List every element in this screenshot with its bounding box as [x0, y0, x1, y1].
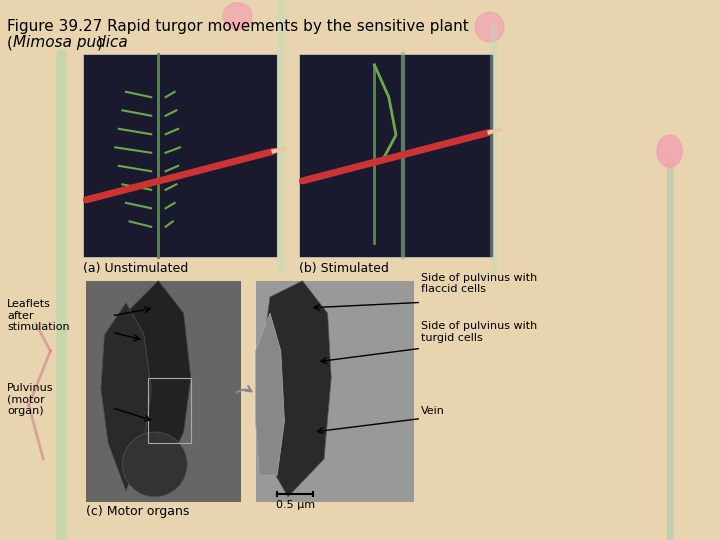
Ellipse shape: [657, 135, 683, 167]
Text: Side of pulvinus with
flaccid cells: Side of pulvinus with flaccid cells: [421, 273, 537, 294]
Text: (b) Stimulated: (b) Stimulated: [299, 262, 389, 275]
Text: (: (: [7, 35, 13, 50]
Text: Leaflets
after
stimulation: Leaflets after stimulation: [7, 299, 70, 333]
Ellipse shape: [122, 432, 187, 497]
Bar: [148, 378, 191, 443]
Ellipse shape: [475, 12, 504, 42]
Polygon shape: [256, 313, 284, 475]
Bar: [86, 281, 241, 502]
Bar: [256, 281, 414, 502]
Text: ): ): [97, 35, 103, 50]
Polygon shape: [101, 302, 151, 491]
Text: (c) Motor organs: (c) Motor organs: [86, 505, 190, 518]
Text: Mimosa pudica: Mimosa pudica: [13, 35, 127, 50]
Text: 0.5 μm: 0.5 μm: [276, 500, 315, 510]
Polygon shape: [259, 281, 331, 497]
Text: (a) Unstimulated: (a) Unstimulated: [83, 262, 188, 275]
Ellipse shape: [223, 3, 252, 30]
Text: Figure 39.27 Rapid turgor movements by the sensitive plant: Figure 39.27 Rapid turgor movements by t…: [7, 19, 469, 34]
Text: Side of pulvinus with
turgid cells: Side of pulvinus with turgid cells: [421, 321, 537, 343]
Text: Pulvinus
(motor
organ): Pulvinus (motor organ): [7, 383, 54, 416]
Bar: [299, 54, 493, 256]
Bar: [83, 54, 277, 256]
Polygon shape: [126, 281, 191, 486]
Text: Vein: Vein: [421, 406, 445, 416]
